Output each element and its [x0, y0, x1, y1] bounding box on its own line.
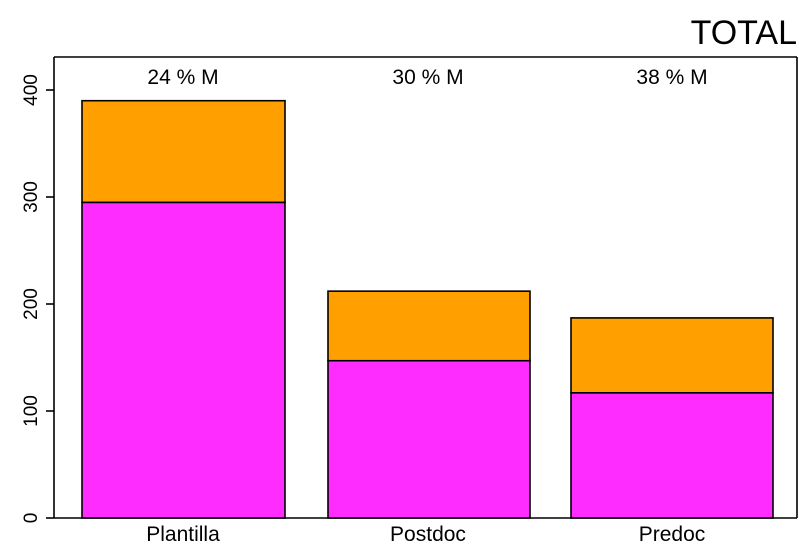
y-tick-label-100: 100 — [21, 395, 42, 427]
x-tick-label-predoc: Predoc — [639, 523, 706, 546]
y-tick-label-0: 0 — [21, 513, 42, 524]
bar-plantilla-segment-2 — [81, 99, 286, 204]
x-tick-label-postdoc: Postdoc — [390, 523, 466, 546]
bar-plantilla-segment-1 — [81, 201, 286, 519]
y-tick-label-300: 300 — [21, 181, 42, 213]
chart-title: TOTAL — [691, 14, 797, 52]
bar-postdoc-segment-1 — [327, 359, 531, 519]
annotation-plantilla: 24 % M — [147, 66, 218, 89]
y-tick-label-400: 400 — [21, 74, 42, 106]
bar-predoc-segment-1 — [570, 392, 774, 519]
bar-predoc-segment-2 — [570, 317, 774, 394]
annotation-predoc: 38 % M — [636, 66, 707, 89]
annotation-postdoc: 30 % M — [392, 66, 463, 89]
x-tick-label-plantilla: Plantilla — [146, 523, 220, 546]
plot-area: 0 100 200 300 400 Plantilla 24 % M Postdoc 30 % … — [21, 56, 798, 546]
y-tick-label-200: 200 — [21, 288, 42, 320]
bar-postdoc-segment-2 — [327, 290, 531, 362]
